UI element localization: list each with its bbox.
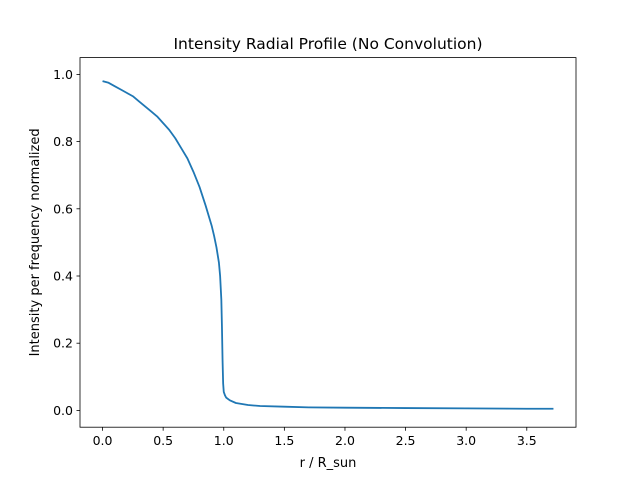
y-tick-label: 0.2: [53, 336, 73, 351]
y-tick-label: 0.4: [53, 269, 73, 284]
y-ticks: 0.0 0.2 0.4 0.6 0.8 1.0: [53, 67, 80, 418]
y-axis-label: Intensity per frequency normalized: [28, 128, 43, 356]
x-tick-label: 3.5: [517, 433, 537, 448]
x-tick-label: 2.0: [335, 433, 355, 448]
x-ticks: 0.0 0.5 1.0 1.5 2.0 2.5 3.0 3.5: [93, 427, 537, 448]
y-tick-label: 0.0: [53, 403, 73, 418]
x-tick-label: 0.5: [153, 433, 173, 448]
series-layer: [102, 80, 554, 410]
y-tick-label: 1.0: [53, 67, 73, 82]
plot-area: [80, 57, 576, 428]
x-tick-label: 1.0: [214, 433, 234, 448]
x-tick-label: 3.0: [456, 433, 476, 448]
y-tick-label: 0.6: [53, 201, 73, 216]
axes-frame: [79, 57, 577, 428]
x-tick-label: 1.5: [274, 433, 294, 448]
x-tick-label: 0.0: [93, 433, 113, 448]
y-tick-label: 0.8: [53, 134, 73, 149]
x-tick-label: 2.5: [396, 433, 416, 448]
series-line-0: [102, 80, 554, 410]
chart-title: Intensity Radial Profile (No Convolution…: [173, 35, 482, 53]
x-axis-label: r / R_sun: [300, 456, 357, 471]
